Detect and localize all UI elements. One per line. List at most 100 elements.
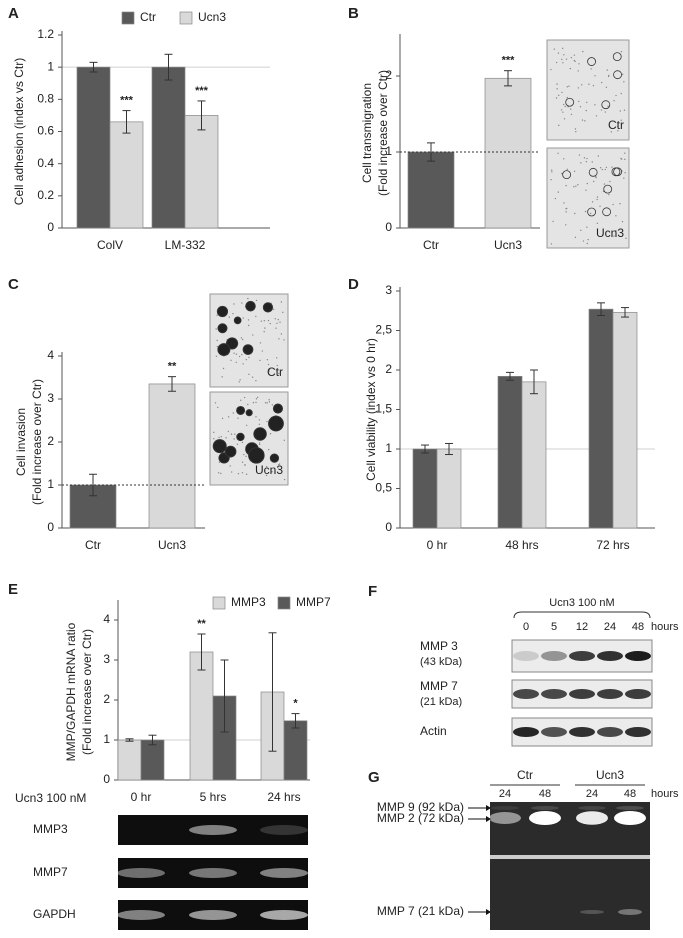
micrograph-speck — [613, 99, 615, 102]
bracket — [513, 611, 651, 619]
y-tick-label: 0 — [47, 520, 54, 534]
micrograph-speck — [215, 355, 218, 358]
micrograph-speck — [566, 96, 568, 99]
error-bar — [268, 632, 277, 752]
y-axis-label: Cell viability (index vs 0 hr) — [364, 338, 378, 481]
micrograph-speck — [605, 86, 608, 89]
micrograph-speck — [230, 433, 233, 435]
bar — [140, 739, 165, 781]
micrograph-speck — [622, 73, 624, 76]
micrograph-speck — [583, 157, 586, 159]
micrograph-speck — [229, 465, 231, 467]
micrograph-speck — [255, 398, 258, 400]
error-bar — [197, 633, 206, 671]
micrograph-speck — [557, 152, 559, 155]
micrograph-speck — [585, 189, 587, 191]
micrograph-speck — [570, 56, 573, 59]
micrograph-speck — [556, 83, 558, 85]
micrograph-speck — [557, 52, 560, 54]
cell — [245, 409, 253, 417]
error-bar — [504, 70, 512, 87]
error-bar — [197, 100, 206, 131]
micrograph-speck — [580, 229, 582, 232]
micrograph-speck — [278, 338, 280, 340]
micrograph-speck — [241, 441, 244, 444]
micrograph-speck — [235, 361, 237, 364]
micrograph-speck — [623, 109, 626, 111]
micrograph-speck — [596, 222, 599, 225]
micrograph-speck — [552, 220, 554, 223]
bar — [283, 720, 308, 781]
micrograph-speck — [577, 70, 579, 72]
micrograph-speck — [235, 353, 238, 355]
micrograph-speck — [586, 226, 588, 228]
y-tick-label: 0 — [385, 220, 392, 234]
cell — [233, 316, 242, 325]
micrograph-speck — [569, 67, 572, 70]
error-bar — [421, 444, 429, 454]
y-tick-label: 2 — [385, 68, 392, 82]
micrograph-speck — [230, 471, 233, 473]
micrograph-speck — [241, 461, 244, 463]
bar — [521, 381, 547, 529]
micrograph-speck — [561, 58, 563, 61]
legend-label: MMP3 — [231, 595, 266, 609]
micrograph-speck — [215, 328, 217, 330]
significance-label: ** — [197, 618, 206, 630]
x-tick-label: 48 hrs — [505, 538, 538, 552]
error-bar — [427, 142, 435, 162]
micrograph-speck — [600, 109, 603, 111]
micrograph-speck — [276, 322, 278, 324]
x-tick-label: 0 hr — [131, 790, 152, 804]
micrograph-speck — [558, 94, 560, 97]
micrograph-speck — [255, 416, 257, 418]
gel-strip — [118, 815, 308, 845]
error-bar — [291, 713, 300, 729]
micrograph-speck — [596, 198, 598, 201]
micrograph-speck — [560, 109, 563, 111]
blot-band — [541, 689, 567, 699]
panel-label: G — [368, 769, 380, 786]
x-tick-label: 24 hrs — [267, 790, 300, 804]
micrograph-speck — [584, 120, 586, 122]
cell — [212, 439, 227, 454]
zymo-band — [489, 812, 521, 824]
blot-band — [569, 689, 595, 699]
micrograph-speck — [593, 180, 595, 183]
micrograph-speck — [271, 404, 274, 406]
micrograph-speck — [606, 69, 609, 71]
micrograph-speck — [595, 115, 598, 117]
y-axis-label: (Fold increase over Ctr) — [80, 629, 94, 755]
micrograph-speck — [238, 355, 241, 358]
gel-row-label: MMP7 — [33, 865, 68, 879]
panel-label: A — [8, 5, 19, 22]
x-tick-label: Ucn3 — [494, 238, 522, 252]
micrograph-speck — [280, 301, 283, 303]
micrograph-speck — [227, 430, 230, 433]
micrograph-speck — [616, 125, 619, 128]
blot-band — [541, 651, 567, 661]
cell — [236, 432, 245, 442]
micrograph-speck — [611, 166, 613, 168]
error-bar — [168, 376, 176, 392]
micrograph-speck — [237, 472, 240, 475]
micrograph-speck — [566, 168, 569, 171]
micrograph-speck — [563, 118, 566, 120]
y-tick-label: 2 — [103, 692, 110, 706]
blot-band — [513, 689, 539, 699]
micrograph-speck — [218, 461, 221, 463]
micrograph-speck — [242, 317, 244, 319]
micrograph-speck — [608, 74, 610, 77]
micrograph-speck — [577, 87, 580, 89]
cell — [603, 184, 613, 194]
micrograph-speck — [587, 238, 589, 241]
band-arrowhead — [486, 816, 491, 822]
micrograph-speck — [232, 312, 234, 315]
cell — [602, 207, 612, 217]
micrograph-speck — [234, 433, 236, 435]
error-bar — [220, 659, 229, 733]
micrograph-speck — [248, 356, 250, 359]
bar — [407, 151, 455, 229]
micrograph-speck — [588, 83, 590, 85]
micrograph-speck — [245, 473, 248, 475]
